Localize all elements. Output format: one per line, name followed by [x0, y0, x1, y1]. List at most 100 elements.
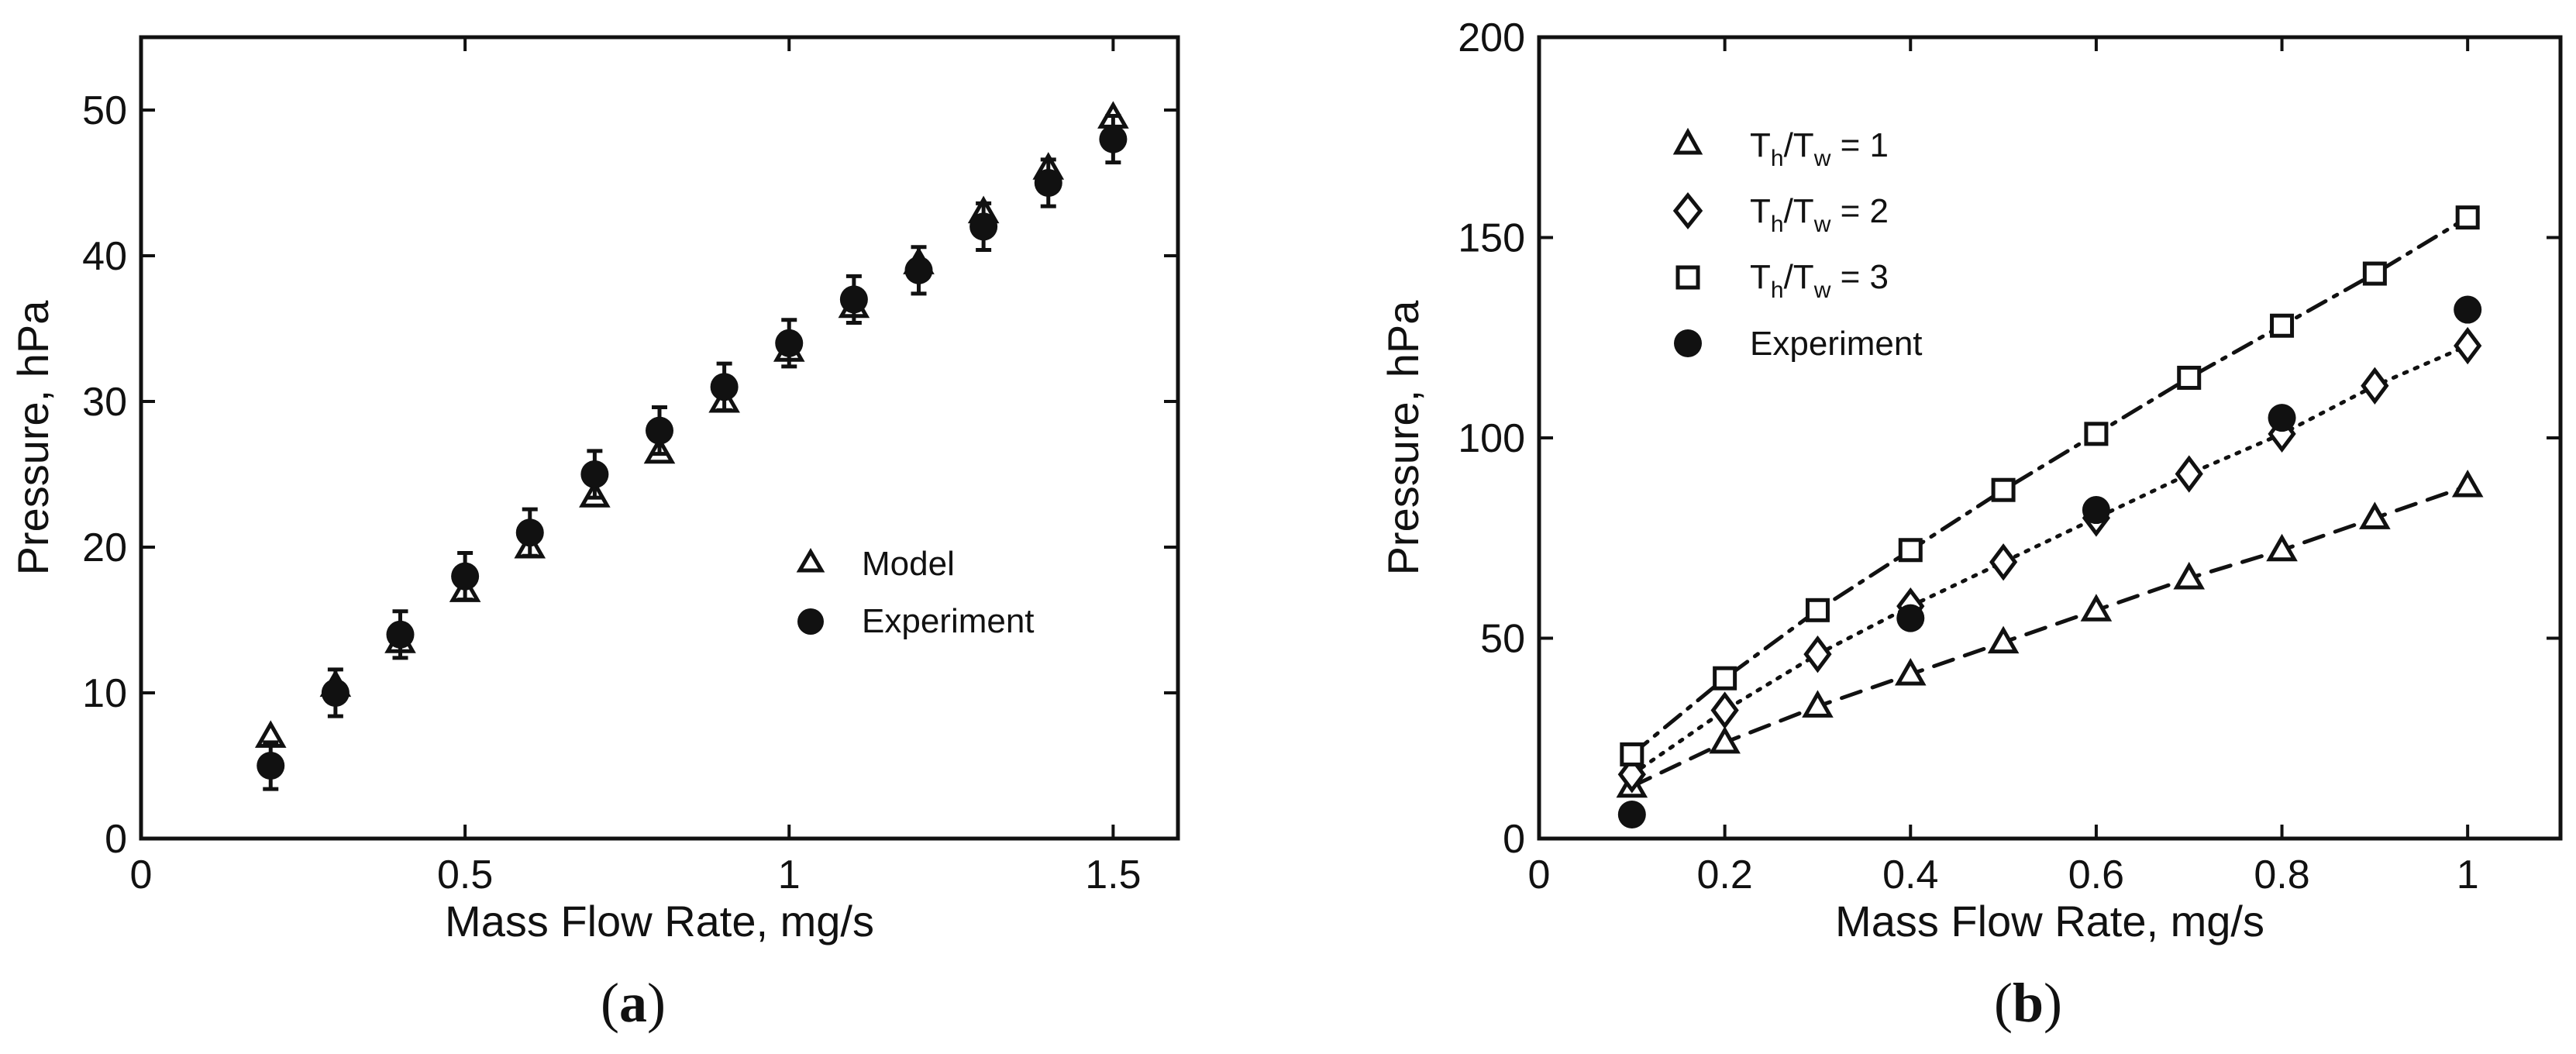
- data-point-filled-circle: [1099, 125, 1128, 153]
- data-point-filled-circle: [969, 212, 998, 241]
- x-tick-label: 0.5: [437, 852, 493, 897]
- plot-frame-a: [139, 35, 1180, 841]
- y-tick-label: 50: [1480, 617, 1525, 662]
- data-marks-b: [1616, 205, 2484, 828]
- x-tick-label: 0.8: [2254, 852, 2309, 897]
- legend-a: Model Experiment: [796, 545, 1035, 640]
- legend-label-part: /T: [1784, 126, 1814, 164]
- data-point-square: [2455, 205, 2480, 230]
- y-tick-label: 10: [82, 671, 127, 716]
- caption-paren: (: [601, 972, 619, 1034]
- data-point-filled-circle: [2454, 295, 2482, 324]
- data-point-triangle: [1894, 657, 1927, 686]
- legend-marker-experiment-b: [1674, 329, 1702, 357]
- data-point-filled-circle: [515, 518, 544, 547]
- data-point-square: [1805, 598, 1830, 622]
- x-tick-label: 0.4: [1882, 852, 1938, 897]
- data-point-filled-circle: [386, 620, 415, 649]
- x-tick-labels-b: 0 0.2 0.4 0.6 0.8 1: [1528, 852, 2479, 897]
- legend-label-ratio-3: Th/Tw = 3: [1750, 258, 1889, 303]
- legend-label-part: /T: [1784, 192, 1814, 230]
- x-axis-label-a: Mass Flow Rate, mg/s: [445, 897, 874, 946]
- data-point-triangle: [2451, 470, 2484, 498]
- legend-label-subscript: w: [1813, 146, 1831, 171]
- data-point-square: [2177, 365, 2202, 390]
- caption-paren: (: [1994, 972, 2013, 1034]
- y-tick-label: 150: [1458, 216, 1525, 261]
- y-tick-labels-b: 0 50 100 150 200: [1458, 16, 1525, 862]
- data-point-filled-circle: [1617, 800, 1646, 828]
- caption-letter-b: b: [2013, 972, 2044, 1034]
- caption-letter-a: a: [619, 972, 647, 1034]
- series-line-2: [1630, 215, 2470, 756]
- y-axis-label-a: Pressure, hPa: [9, 300, 57, 576]
- data-point-filled-circle: [580, 460, 609, 488]
- legend-label-ratio-1: Th/Tw = 1: [1750, 126, 1889, 171]
- legend-label-model: Model: [862, 545, 955, 583]
- x-tick-label: 0: [130, 852, 153, 897]
- series-line-1: [1630, 343, 2470, 777]
- x-tick-label: 0.6: [2068, 852, 2124, 897]
- y-tick-label: 20: [82, 525, 127, 570]
- axis-ticks-b: [1538, 36, 2561, 840]
- data-marks-a: [254, 101, 1129, 791]
- legend-label-part: = 3: [1830, 258, 1889, 296]
- y-tick-label: 200: [1458, 16, 1525, 60]
- data-point-triangle: [1987, 625, 2020, 654]
- x-tick-label: 0.2: [1696, 852, 1752, 897]
- x-tick-label: 1: [2457, 852, 2479, 897]
- legend-label-subscript: w: [1813, 277, 1831, 303]
- legend-label-subscript: h: [1771, 146, 1784, 171]
- caption-paren: ): [2044, 972, 2062, 1034]
- chart-panel-a: 0 0.5 1 1.5 0 10 20 30 40 50 Mass Flow R…: [9, 35, 1180, 946]
- data-point-filled-circle: [775, 329, 804, 357]
- legend-marker-experiment-a: [797, 608, 824, 635]
- data-point-square: [1620, 742, 1644, 766]
- data-point-filled-circle: [451, 562, 480, 591]
- y-tick-label: 30: [82, 380, 127, 425]
- data-point-filled-circle: [321, 679, 350, 707]
- legend-marker-ratio-3: [1675, 265, 1700, 290]
- data-point-square: [2362, 261, 2387, 286]
- data-point-triangle: [2080, 594, 2113, 622]
- legend-label-subscript: h: [1771, 277, 1784, 303]
- y-axis-label-b: Pressure, hPa: [1379, 300, 1427, 576]
- legend-label-part: T: [1750, 258, 1771, 296]
- data-point-square: [1898, 538, 1923, 563]
- data-point-square: [2270, 313, 2295, 338]
- x-tick-label: 1.5: [1085, 852, 1141, 897]
- x-tick-labels-a: 0 0.5 1 1.5: [130, 852, 1142, 897]
- legend-label-experiment-b: Experiment: [1750, 325, 1923, 363]
- data-point-triangle: [2173, 561, 2206, 590]
- data-point-diamond: [2454, 326, 2482, 365]
- legend-marker-model: [796, 548, 825, 573]
- data-point-square: [1713, 666, 1737, 691]
- caption-a: (a): [601, 972, 666, 1034]
- data-point-diamond: [1803, 636, 1832, 673]
- data-point-filled-circle: [839, 285, 868, 314]
- data-point-diamond: [1989, 543, 2018, 581]
- data-point-filled-circle: [1896, 604, 1925, 632]
- y-tick-labels-a: 0 10 20 30 40 50: [82, 88, 127, 862]
- data-point-filled-circle: [2082, 496, 2110, 525]
- y-tick-label: 0: [105, 817, 127, 862]
- x-tick-label: 1: [778, 852, 801, 897]
- legend-marker-ratio-1: [1672, 127, 1703, 155]
- data-point-filled-circle: [2268, 404, 2296, 432]
- data-point-triangle: [2359, 501, 2391, 529]
- data-point-triangle: [1802, 690, 1834, 718]
- legend-b: Th/Tw = 1 Th/Tw = 2 Th/Tw = 3 Experiment: [1672, 126, 1923, 363]
- caption-b: (b): [1994, 972, 2062, 1034]
- legend-label-part: = 2: [1830, 192, 1889, 230]
- legend-label-ratio-2: Th/Tw = 2: [1750, 192, 1889, 237]
- data-point-diamond: [1710, 691, 1739, 729]
- legend-label-part: = 1: [1830, 126, 1889, 164]
- legend-label-subscript: h: [1771, 212, 1784, 237]
- legend-label-experiment-a: Experiment: [862, 602, 1035, 640]
- data-point-diamond: [2361, 367, 2389, 405]
- axis-ticks-a: [139, 37, 1178, 840]
- data-point-filled-circle: [710, 373, 739, 401]
- caption-paren: ): [647, 972, 666, 1034]
- x-axis-label-b: Mass Flow Rate, mg/s: [1835, 897, 2264, 946]
